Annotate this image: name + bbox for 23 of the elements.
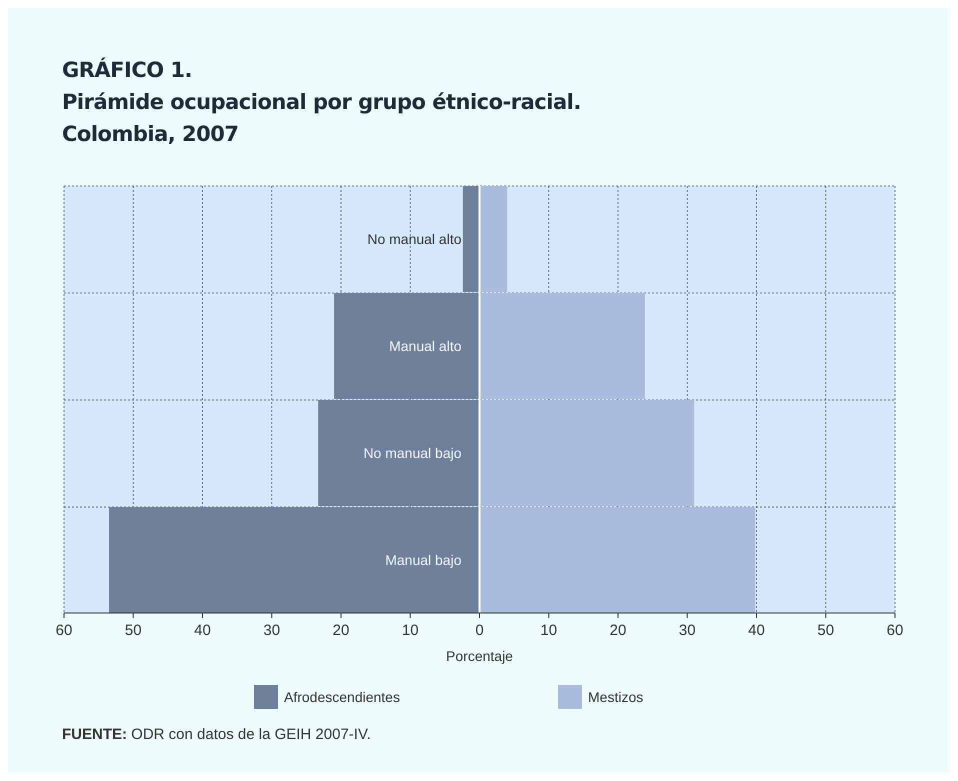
x-tick-label: 20 <box>610 622 626 639</box>
x-tick-label: 40 <box>748 622 765 639</box>
legend-label: Afrodescendientes <box>284 688 400 705</box>
x-tick-label: 20 <box>332 622 350 639</box>
x-tick-label: 50 <box>124 622 142 639</box>
x-axis-title: Porcentaje <box>446 648 514 664</box>
x-tick-label: 40 <box>194 622 211 639</box>
x-tick-label: 30 <box>263 622 280 639</box>
chart-title: GRÁFICO 1. <box>62 56 193 84</box>
y-tick-label: Manual alto <box>389 338 462 354</box>
chart-subtitle: Pirámide ocupacional por grupo étnico-racial. Colombia, 2007 <box>62 89 582 148</box>
x-tick-label: 60 <box>56 622 72 639</box>
y-tick-label: Manual bajo <box>385 552 462 568</box>
x-tick-label: 0 <box>475 622 484 639</box>
y-tick-label: No manual alto <box>367 230 462 247</box>
x-tick-label: 10 <box>402 622 419 639</box>
x-tick-label: 30 <box>678 622 696 639</box>
x-tick-label: 60 <box>886 622 904 639</box>
x-tick-label: 50 <box>817 622 834 639</box>
y-tick-label: No manual bajo <box>363 444 462 461</box>
legend-label: Mestizos <box>588 688 644 705</box>
source-note: FUENTE: ODR con datos de la GEIH 2007-IV. <box>62 726 371 743</box>
x-tick-label: 10 <box>540 622 558 639</box>
